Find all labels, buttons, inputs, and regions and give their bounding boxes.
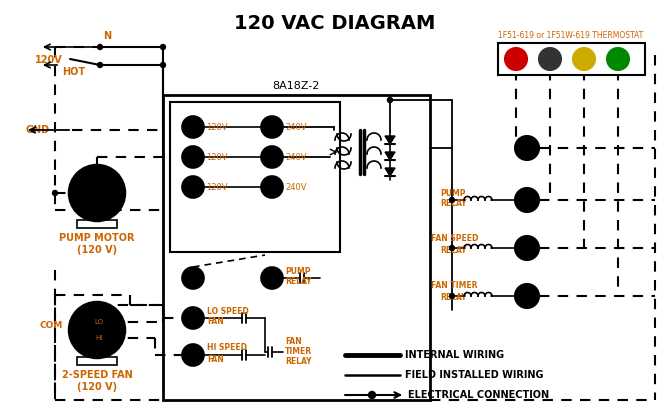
Circle shape <box>84 175 104 195</box>
Text: 120V: 120V <box>206 122 228 132</box>
Circle shape <box>182 176 204 198</box>
Circle shape <box>607 48 629 70</box>
Text: W: W <box>544 54 556 64</box>
Circle shape <box>505 48 527 70</box>
Text: RELAY: RELAY <box>440 293 466 303</box>
Circle shape <box>369 391 375 398</box>
Text: FIELD INSTALLED WIRING: FIELD INSTALLED WIRING <box>405 370 543 380</box>
Circle shape <box>182 116 204 138</box>
Circle shape <box>515 136 539 160</box>
Circle shape <box>450 197 454 202</box>
Text: RELAY: RELAY <box>440 199 466 207</box>
Text: 120V: 120V <box>35 55 63 65</box>
Circle shape <box>573 48 595 70</box>
Circle shape <box>515 188 539 212</box>
Circle shape <box>450 293 454 298</box>
Text: INTERNAL WIRING: INTERNAL WIRING <box>405 350 504 360</box>
Text: HI: HI <box>95 335 103 341</box>
Text: FAN: FAN <box>285 337 302 347</box>
Text: FAN: FAN <box>207 318 224 326</box>
Text: R: R <box>523 143 531 153</box>
Circle shape <box>261 116 283 138</box>
Bar <box>170 102 340 252</box>
Text: (120 V): (120 V) <box>77 382 117 392</box>
Text: 240V: 240V <box>285 122 306 132</box>
Text: COM: COM <box>40 321 64 329</box>
Circle shape <box>98 62 103 67</box>
Circle shape <box>515 236 539 260</box>
Text: FAN TIMER: FAN TIMER <box>431 282 478 290</box>
Text: HI SPEED: HI SPEED <box>207 344 247 352</box>
Text: L2: L2 <box>267 122 277 132</box>
Text: HI: HI <box>188 351 198 360</box>
Circle shape <box>182 307 204 329</box>
Bar <box>498 43 645 75</box>
Circle shape <box>98 44 103 49</box>
Polygon shape <box>385 152 395 160</box>
Circle shape <box>261 267 283 289</box>
Text: 240V: 240V <box>285 153 306 161</box>
Circle shape <box>515 284 539 308</box>
Text: TIMER: TIMER <box>285 347 312 357</box>
Text: L1: L1 <box>188 274 198 282</box>
Text: HOT: HOT <box>62 67 85 77</box>
Circle shape <box>161 62 165 67</box>
Text: G: G <box>523 291 531 301</box>
Text: W: W <box>521 195 533 205</box>
Text: PUMP: PUMP <box>440 189 466 197</box>
Circle shape <box>182 344 204 366</box>
Text: LO: LO <box>94 319 103 325</box>
Bar <box>77 357 117 365</box>
Bar <box>77 220 117 228</box>
Text: G: G <box>614 54 622 64</box>
Circle shape <box>84 191 104 211</box>
Text: FAN: FAN <box>207 354 224 364</box>
Text: F2: F2 <box>188 183 198 191</box>
Text: 120 VAC DIAGRAM: 120 VAC DIAGRAM <box>234 14 436 33</box>
Polygon shape <box>385 168 395 176</box>
Circle shape <box>69 165 125 221</box>
Circle shape <box>161 44 165 49</box>
Circle shape <box>261 146 283 168</box>
Bar <box>163 95 430 400</box>
Polygon shape <box>385 136 395 144</box>
Circle shape <box>89 328 109 348</box>
Text: RELAY: RELAY <box>440 246 466 254</box>
Text: 240V: 240V <box>285 183 306 191</box>
Text: N: N <box>190 122 196 132</box>
Text: P1: P1 <box>267 274 277 282</box>
Text: LO SPEED: LO SPEED <box>207 307 249 316</box>
Text: P2: P2 <box>188 153 198 161</box>
Text: 2-SPEED FAN: 2-SPEED FAN <box>62 370 133 380</box>
Circle shape <box>539 48 561 70</box>
Circle shape <box>89 312 109 332</box>
Text: Y: Y <box>524 243 531 253</box>
Circle shape <box>261 176 283 198</box>
Circle shape <box>52 191 58 196</box>
Circle shape <box>182 146 204 168</box>
Text: (120 V): (120 V) <box>77 245 117 255</box>
Circle shape <box>69 302 125 358</box>
Text: N: N <box>103 31 111 41</box>
Circle shape <box>450 246 454 251</box>
Text: 8A18Z-2: 8A18Z-2 <box>272 81 320 91</box>
Text: RELAY: RELAY <box>285 277 312 285</box>
Circle shape <box>182 267 204 289</box>
Circle shape <box>387 98 393 103</box>
Text: GND: GND <box>25 125 49 135</box>
Text: P2: P2 <box>267 153 277 161</box>
Text: RELAY: RELAY <box>285 357 312 367</box>
Text: F2: F2 <box>267 183 277 191</box>
Text: R: R <box>512 54 520 64</box>
Text: L0: L0 <box>188 313 198 323</box>
Text: Y: Y <box>580 54 588 64</box>
Text: 120V: 120V <box>206 183 228 191</box>
Text: 1F51-619 or 1F51W-619 THERMOSTAT: 1F51-619 or 1F51W-619 THERMOSTAT <box>498 31 644 40</box>
Text: ELECTRICAL CONNECTION: ELECTRICAL CONNECTION <box>408 390 549 400</box>
Text: 120V: 120V <box>206 153 228 161</box>
Text: PUMP MOTOR: PUMP MOTOR <box>59 233 135 243</box>
Text: FAN SPEED: FAN SPEED <box>431 233 478 243</box>
Text: PUMP: PUMP <box>285 266 310 276</box>
